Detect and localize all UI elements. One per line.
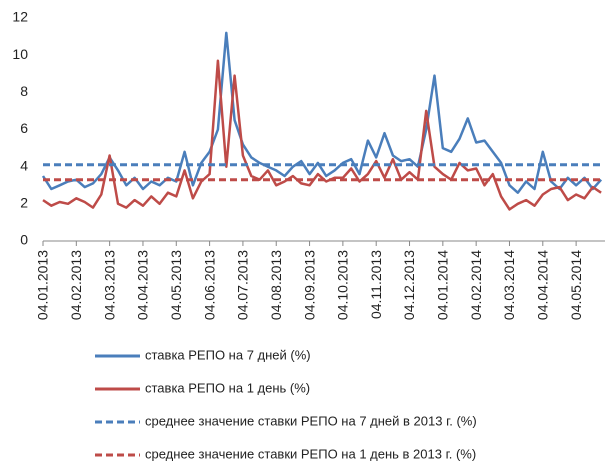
y-tick-label: 0 [20,232,28,248]
x-tick-label: 04.05.2014 [568,250,584,320]
x-tick-label: 04.03.2013 [101,250,117,320]
x-tick-label: 04.04.2013 [135,250,151,320]
x-tick-label: 04.01.2014 [435,250,451,320]
x-tick-label: 04.11.2013 [368,250,384,319]
y-tick-label: 4 [20,157,28,173]
series-line [42,59,602,211]
y-tick-label: 6 [20,120,28,136]
legend-label: среднее значение ставки РЕПО на 1 день в… [145,446,476,461]
x-tick-label: 04.05.2013 [168,250,184,320]
x-tick-label: 04.04.2014 [535,250,551,320]
x-tick-label: 04.08.2013 [268,250,284,320]
x-tick-label: 04.09.2013 [301,250,317,320]
legend-label: ставка РЕПО на 7 дней (%) [145,347,311,362]
y-tick-label: 8 [20,83,28,99]
x-tick-label: 04.06.2013 [201,250,217,320]
legend-label: среднее значение ставки РЕПО на 7 дней в… [145,413,477,428]
x-tick-label: 04.12.2013 [401,250,417,320]
x-tick-label: 04.10.2013 [335,250,351,320]
legend-label: ставка РЕПО на 1 день (%) [145,380,310,395]
y-tick-label: 2 [20,195,28,211]
y-tick-label: 10 [12,46,28,62]
x-tick-label: 04.01.2013 [35,250,51,320]
x-tick-label: 04.03.2014 [501,250,517,320]
series-line [41,31,603,194]
x-tick-label: 04.07.2013 [235,250,251,320]
x-tick-label: 04.02.2013 [68,250,84,320]
y-tick-label: 12 [12,9,28,25]
x-tick-label: 04.02.2014 [468,250,484,320]
